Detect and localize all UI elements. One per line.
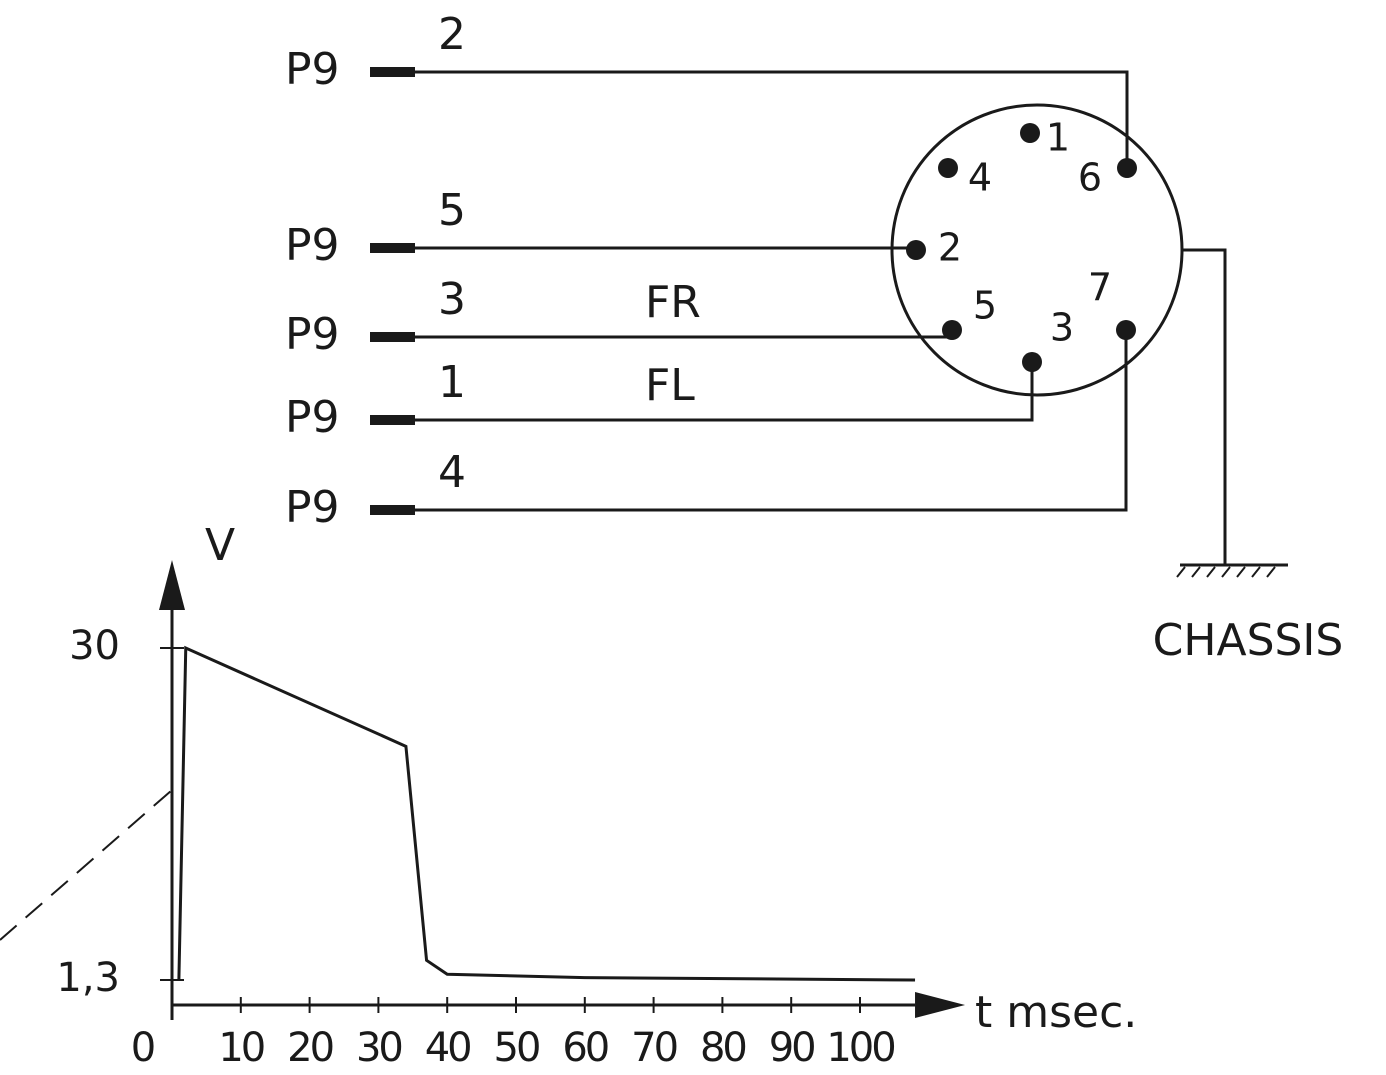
connector-label: P9 bbox=[285, 309, 340, 360]
connector-label: P9 bbox=[285, 44, 340, 95]
ground-label: CHASSIS bbox=[1153, 615, 1344, 666]
signal-label: FL bbox=[645, 360, 695, 411]
x-tick-label: 50 bbox=[494, 1025, 539, 1071]
ground-wire bbox=[1180, 248, 1288, 567]
x-tick-label: 20 bbox=[287, 1025, 332, 1071]
pin-label: 7 bbox=[1088, 266, 1112, 310]
x-tick-label: 10 bbox=[218, 1025, 263, 1071]
pin bbox=[938, 158, 958, 178]
x-axis-arrow bbox=[915, 992, 966, 1018]
pin-label: 5 bbox=[973, 284, 997, 328]
x-tick-label: 0 bbox=[131, 1025, 154, 1071]
connector-plug bbox=[370, 67, 415, 77]
wire-number: 5 bbox=[438, 185, 466, 236]
connector-label: P9 bbox=[285, 220, 340, 271]
connector-plug bbox=[370, 415, 415, 425]
curve bbox=[177, 645, 916, 982]
pin-label: 1 bbox=[1046, 116, 1070, 160]
y-tick-label: 30 bbox=[69, 623, 120, 669]
connector-plug bbox=[370, 332, 415, 342]
pin-label: 4 bbox=[968, 156, 992, 200]
wire-number: 2 bbox=[438, 9, 466, 60]
connector-plug bbox=[370, 505, 415, 515]
pin-label: 6 bbox=[1078, 156, 1102, 200]
pin-label: 2 bbox=[938, 226, 962, 270]
y-axis-label: V bbox=[205, 520, 235, 571]
ground-symbol bbox=[1176, 566, 1276, 578]
y-axis-arrow bbox=[159, 560, 185, 610]
x-tick-label: 70 bbox=[631, 1025, 676, 1071]
connector-plug bbox=[370, 243, 415, 253]
pin-label: 3 bbox=[1050, 306, 1074, 350]
x-axis-label: t msec. bbox=[975, 987, 1137, 1038]
y-tick-label: 1,3 bbox=[56, 955, 120, 1001]
connector-body bbox=[890, 103, 1184, 397]
wire-number: 3 bbox=[438, 274, 466, 325]
pin bbox=[1020, 123, 1040, 143]
wire bbox=[415, 70, 1129, 168]
x-tick-label: 90 bbox=[769, 1025, 814, 1071]
pin bbox=[942, 320, 962, 340]
dashed-line bbox=[0, 789, 173, 941]
x-tick-label: 80 bbox=[700, 1025, 745, 1071]
wire bbox=[415, 330, 1128, 512]
x-tick-label: 60 bbox=[562, 1025, 607, 1071]
wire-number: 4 bbox=[438, 447, 466, 498]
wire bbox=[415, 362, 1034, 422]
connector-label: P9 bbox=[285, 482, 340, 533]
connector-label: P9 bbox=[285, 392, 340, 443]
x-tick-label: 100 bbox=[826, 1025, 894, 1071]
x-tick-label: 30 bbox=[356, 1025, 401, 1071]
pin bbox=[906, 240, 926, 260]
signal-label: FR bbox=[645, 277, 701, 328]
wire-number: 1 bbox=[438, 357, 466, 408]
x-tick-label: 40 bbox=[425, 1025, 470, 1071]
